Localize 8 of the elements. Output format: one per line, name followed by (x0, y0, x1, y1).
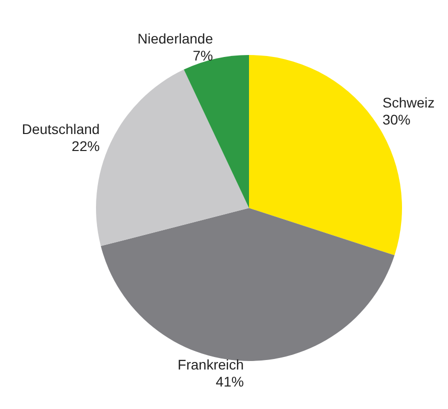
data-label: 7% (192, 47, 214, 64)
data-label: 41% (216, 373, 244, 390)
data-label: 30% (382, 112, 411, 128)
slice-label: Frankreich (178, 356, 244, 372)
slice-label: Niederlande (138, 30, 214, 46)
slice-label: Deutschland (22, 121, 100, 138)
slice-label: Schweiz (382, 94, 435, 111)
data-label: 22% (72, 138, 100, 154)
